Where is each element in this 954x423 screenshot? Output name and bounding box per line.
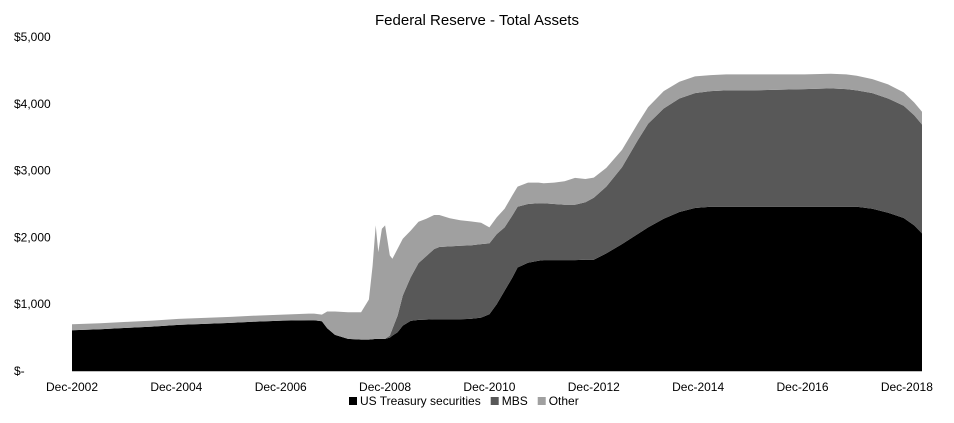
y-tick-label: $4,000 xyxy=(14,97,51,111)
legend-swatch xyxy=(349,397,357,405)
y-tick-label: $1,000 xyxy=(14,297,51,311)
legend: US Treasury securities MBS Other xyxy=(349,394,579,408)
y-tick-label: $3,000 xyxy=(14,164,51,178)
x-tick-label: Dec-2014 xyxy=(672,380,724,394)
y-tick-label: $- xyxy=(14,364,25,378)
x-tick-label: Dec-2008 xyxy=(359,380,411,394)
x-tick-label: Dec-2012 xyxy=(568,380,620,394)
y-tick-labels: $- $1,000 $2,000 $3,000 $4,000 $5,000 xyxy=(14,30,51,378)
x-tick-label: Dec-2018 xyxy=(881,380,933,394)
x-tick-label: Dec-2004 xyxy=(150,380,202,394)
legend-label: US Treasury securities xyxy=(360,394,481,408)
legend-swatch xyxy=(537,397,546,405)
x-tick-label: Dec-2016 xyxy=(776,380,828,394)
y-tick-label: $5,000 xyxy=(14,30,51,44)
area-series-0 xyxy=(72,206,922,371)
area-series-group xyxy=(72,73,922,371)
chart-title: Federal Reserve - Total Assets xyxy=(375,12,579,29)
legend-swatch xyxy=(490,397,499,405)
x-tick-label: Dec-2006 xyxy=(255,380,307,394)
x-tick-label: Dec-2010 xyxy=(463,380,515,394)
y-tick-label: $2,000 xyxy=(14,230,51,244)
legend-label: MBS xyxy=(502,394,528,408)
x-tick-label: Dec-2002 xyxy=(46,380,98,394)
area-series-1 xyxy=(72,88,922,340)
x-tick-labels: Dec-2002 Dec-2004 Dec-2006 Dec-2008 Dec-2010… xyxy=(46,380,933,394)
legend-label: Other xyxy=(549,394,579,408)
